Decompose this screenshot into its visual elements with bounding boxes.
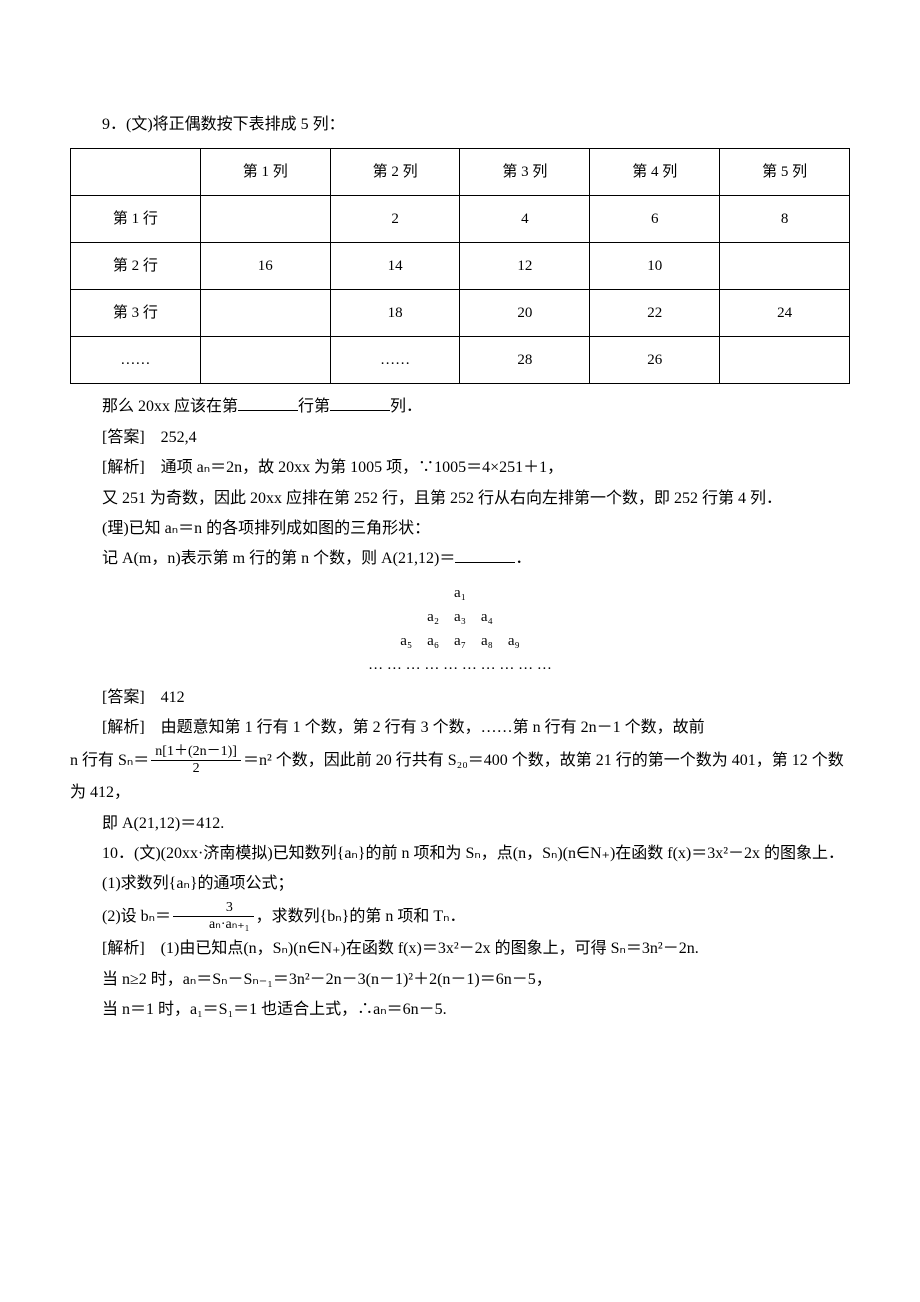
cell: 16: [200, 243, 330, 290]
tri-row-1: a₁: [70, 581, 850, 605]
th-col4: 第 4 列: [590, 149, 720, 196]
q9-li-analysis-1: [解析] 由题意知第 1 行有 1 个数，第 2 行有 3 个数，……第 n 行…: [70, 713, 850, 743]
blank-row: [238, 394, 298, 411]
q10-sol-1: [解析] (1)由已知点(n，Sₙ)(n∈N₊)在函数 f(x)＝3x²－2x …: [70, 934, 850, 964]
cell: 24: [720, 290, 850, 337]
q-suffix: 列．: [390, 398, 422, 415]
q9-wen-intro: 9．(文)将正偶数按下表排成 5 列：: [70, 110, 850, 140]
frac-num: n[1＋(2n－1)]: [151, 744, 241, 762]
tri-row-4: … … … … … … … … … …: [70, 653, 850, 677]
cell: [720, 243, 850, 290]
cell: 2: [330, 196, 460, 243]
q-mid: 行第: [298, 398, 330, 415]
page: 9．(文)将正偶数按下表排成 5 列： 第 1 列 第 2 列 第 3 列 第 …: [0, 0, 920, 1302]
th-col1: 第 1 列: [200, 149, 330, 196]
cell: [200, 290, 330, 337]
frac-num: 3: [173, 900, 254, 918]
fraction-sn: n[1＋(2n－1)]2: [151, 744, 241, 779]
q10-part2: (2)设 bₙ＝3aₙ·aₙ₊₁，求数列{bₙ}的第 n 项和 Tₙ．: [70, 900, 850, 935]
cell: 第 3 行: [71, 290, 201, 337]
cell: 8: [720, 196, 850, 243]
table-row: 第 2 行 16 14 12 10: [71, 243, 850, 290]
th-col5: 第 5 列: [720, 149, 850, 196]
cell: ……: [71, 337, 201, 384]
li-prefix: 记 A(m，n)表示第 m 行的第 n 个数，则 A(21,12)＝: [102, 550, 455, 567]
q9-wen-answer: [答案] 252,4: [70, 423, 850, 453]
q10-intro: 10．(文)(20xx·济南模拟)已知数列{aₙ}的前 n 项和为 Sₙ，点(n…: [70, 839, 850, 869]
p2-suffix: ，求数列{bₙ}的第 n 项和 Tₙ．: [256, 908, 466, 925]
tri-row-3: a₅ a₆ a₇ a₈ a₉: [70, 629, 850, 653]
p2-prefix: (2)设 bₙ＝: [102, 908, 171, 925]
cell: [200, 196, 330, 243]
q9-wen-analysis-1: [解析] 通项 aₙ＝2n，故 20xx 为第 1005 项，∵1005＝4×2…: [70, 453, 850, 483]
fraction-bn: 3aₙ·aₙ₊₁: [173, 900, 254, 935]
table-header-row: 第 1 列 第 2 列 第 3 列 第 4 列 第 5 列: [71, 149, 850, 196]
q10-sol-2: 当 n≥2 时，aₙ＝Sₙ－Sₙ₋₁＝3n²－2n－3(n－1)²＋2(n－1)…: [70, 965, 850, 995]
cell: [720, 337, 850, 384]
q-prefix: 那么 20xx 应该在第: [102, 398, 238, 415]
q10-part1: (1)求数列{aₙ}的通项公式；: [70, 869, 850, 899]
table-row: 第 1 行 2 4 6 8: [71, 196, 850, 243]
th-col3: 第 3 列: [460, 149, 590, 196]
cell: 第 2 行: [71, 243, 201, 290]
cell: 6: [590, 196, 720, 243]
cell: 18: [330, 290, 460, 337]
q9-wen-analysis-2: 又 251 为奇数，因此 20xx 应排在第 252 行，且第 252 行从右向…: [70, 484, 850, 514]
th-blank: [71, 149, 201, 196]
blank-col: [330, 394, 390, 411]
cell: 26: [590, 337, 720, 384]
table-row: …… …… 28 26: [71, 337, 850, 384]
even-number-table: 第 1 列 第 2 列 第 3 列 第 4 列 第 5 列 第 1 行 2 4 …: [70, 148, 850, 384]
q9-li-intro: (理)已知 aₙ＝n 的各项排列成如图的三角形状：: [70, 514, 850, 544]
q9-li-analysis-2: n 行有 Sₙ＝n[1＋(2n－1)]2＝n² 个数，因此前 20 行共有 S₂…: [70, 744, 850, 809]
blank-amn: [455, 546, 515, 563]
cell: [200, 337, 330, 384]
q9-li-analysis-3: 即 A(21,12)＝412.: [70, 809, 850, 839]
q10-sol-3: 当 n＝1 时，a₁＝S₁＝1 也适合上式，∴aₙ＝6n－5.: [70, 995, 850, 1025]
tri-row-2: a₂ a₃ a₄: [70, 605, 850, 629]
cell: 4: [460, 196, 590, 243]
cell: 22: [590, 290, 720, 337]
cell: ……: [330, 337, 460, 384]
th-col2: 第 2 列: [330, 149, 460, 196]
cell: 12: [460, 243, 590, 290]
cell: 20: [460, 290, 590, 337]
q9-wen-question: 那么 20xx 应该在第 行第 列．: [70, 392, 850, 422]
frac-den: 2: [151, 761, 241, 778]
cell: 第 1 行: [71, 196, 201, 243]
cell: 14: [330, 243, 460, 290]
triangle-array: a₁ a₂ a₃ a₄ a₅ a₆ a₇ a₈ a₉ … … … … … … ……: [70, 581, 850, 677]
cell: 28: [460, 337, 590, 384]
cell: 10: [590, 243, 720, 290]
an-prefix: n 行有 Sₙ＝: [70, 751, 149, 768]
q9-li-answer: [答案] 412: [70, 683, 850, 713]
q9-li-line2: 记 A(m，n)表示第 m 行的第 n 个数，则 A(21,12)＝ ．: [70, 544, 850, 574]
li-suffix: ．: [515, 550, 531, 567]
table-row: 第 3 行 18 20 22 24: [71, 290, 850, 337]
frac-den: aₙ·aₙ₊₁: [173, 917, 254, 934]
